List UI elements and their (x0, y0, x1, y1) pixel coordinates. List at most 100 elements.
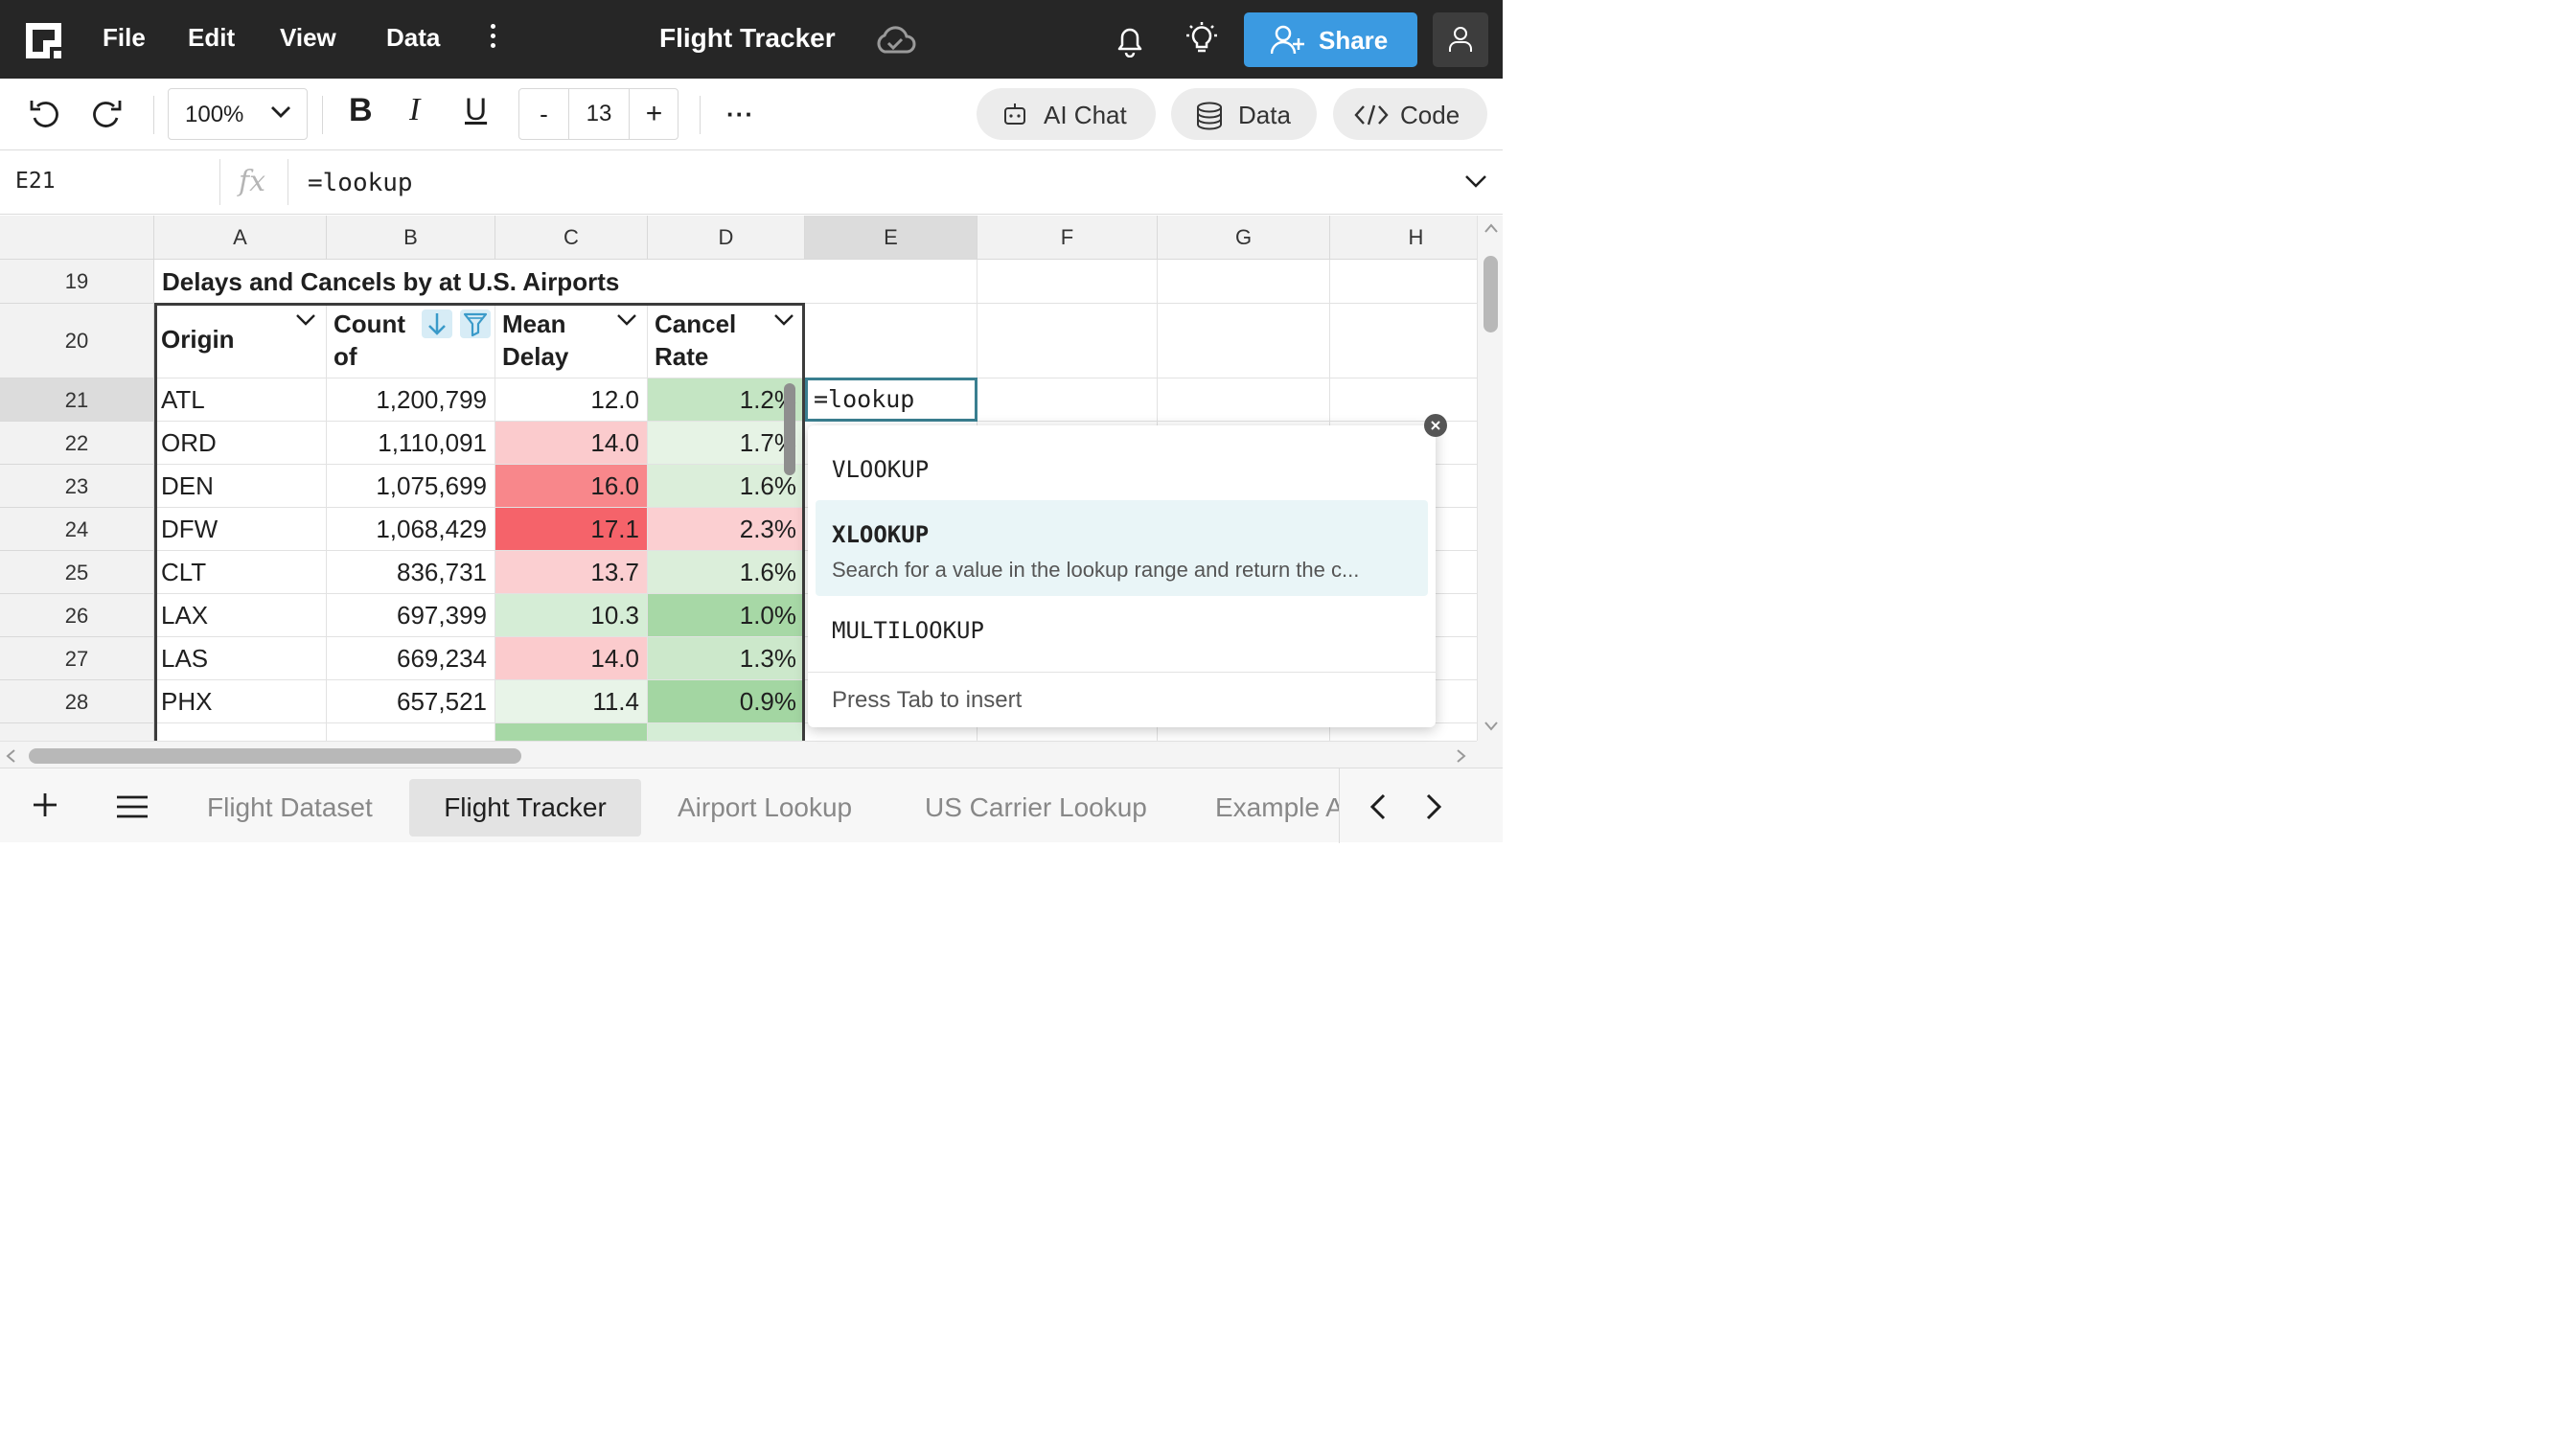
column-header-a[interactable]: A (154, 216, 327, 260)
row-header[interactable]: 26 (0, 594, 154, 637)
empty-cell[interactable] (1158, 304, 1330, 378)
cell-count[interactable]: 1,110,091 (327, 422, 495, 465)
table-scroll-thumb[interactable] (784, 383, 795, 475)
row-header[interactable]: 22 (0, 422, 154, 465)
increase-font-button[interactable]: + (645, 98, 663, 129)
row-header[interactable] (0, 723, 154, 741)
data-button[interactable]: Data (1171, 88, 1317, 140)
row-header[interactable]: 28 (0, 680, 154, 723)
cell-mean-delay[interactable]: 16.0 (495, 465, 648, 508)
cell-origin[interactable]: DFW (154, 508, 327, 551)
column-header-c[interactable]: C (495, 216, 648, 260)
sheet-tab-airport-lookup[interactable]: Airport Lookup (678, 792, 853, 822)
empty-cell[interactable] (1158, 723, 1330, 741)
italic-button[interactable]: I (409, 92, 421, 127)
active-cell-editor[interactable]: =lookup (805, 378, 978, 422)
scroll-down-arrow-icon[interactable] (1484, 722, 1498, 731)
cell-count[interactable]: 1,075,699 (327, 465, 495, 508)
empty-cell[interactable] (327, 723, 495, 741)
cell-origin[interactable]: DEN (154, 465, 327, 508)
empty-cell[interactable] (978, 378, 1158, 422)
redo-icon[interactable] (90, 99, 123, 129)
more-menu-icon[interactable] (485, 21, 500, 56)
cell-cancel-rate[interactable]: 2.3% (648, 508, 805, 551)
cell-cancel-rate[interactable]: 1.6% (648, 551, 805, 594)
column-header-f[interactable]: F (978, 216, 1158, 260)
scroll-up-arrow-icon[interactable] (1484, 223, 1498, 233)
row-header[interactable]: 24 (0, 508, 154, 551)
column-header-h[interactable]: H (1330, 216, 1503, 260)
cell-origin[interactable]: LAS (154, 637, 327, 680)
cell-origin[interactable]: ATL (154, 378, 327, 422)
menu-data[interactable]: Data (386, 23, 441, 52)
cell-origin[interactable]: LAX (154, 594, 327, 637)
vertical-scrollbar[interactable] (1477, 216, 1503, 741)
cell-count[interactable]: 1,200,799 (327, 378, 495, 422)
horizontal-scroll-thumb[interactable] (29, 748, 521, 764)
cell-origin[interactable]: ORD (154, 422, 327, 465)
select-all-corner[interactable] (0, 216, 154, 260)
cell-count[interactable]: 669,234 (327, 637, 495, 680)
suggestion-xlookup[interactable]: XLOOKUP Search for a value in the lookup… (816, 500, 1428, 596)
close-autocomplete-icon[interactable] (1424, 414, 1447, 437)
cell-count[interactable]: 836,731 (327, 551, 495, 594)
menu-edit[interactable]: Edit (188, 23, 236, 52)
empty-cell[interactable] (978, 260, 1158, 304)
horizontal-scrollbar[interactable] (0, 741, 1477, 768)
column-menu-chevron-icon[interactable] (773, 313, 794, 327)
undo-icon[interactable] (29, 99, 61, 129)
share-button[interactable]: Share (1244, 12, 1417, 67)
sheet-tab-example[interactable]: Example A (1215, 792, 1339, 822)
row-header[interactable]: 21 (0, 378, 154, 422)
scroll-left-arrow-icon[interactable] (6, 749, 15, 763)
chevron-left-icon[interactable] (1368, 793, 1388, 820)
cell-cancel-rate[interactable]: 1.6% (648, 465, 805, 508)
empty-cell[interactable] (805, 260, 978, 304)
font-size-value[interactable]: 13 (568, 89, 630, 139)
empty-cell[interactable] (648, 723, 805, 741)
column-header-b[interactable]: B (327, 216, 495, 260)
cell-cancel-rate[interactable]: 1.2% (648, 378, 805, 422)
column-header-g[interactable]: G (1158, 216, 1330, 260)
ai-chat-button[interactable]: AI Chat (977, 88, 1156, 140)
menu-file[interactable]: File (103, 23, 146, 52)
app-logo-icon[interactable] (26, 23, 61, 58)
header-count[interactable]: Count of (327, 304, 495, 378)
bell-icon[interactable] (1114, 23, 1146, 57)
chevron-right-icon[interactable] (1424, 793, 1443, 820)
sheet-tab-flight-dataset[interactable]: Flight Dataset (207, 792, 373, 822)
zoom-select[interactable]: 100% (168, 88, 308, 140)
column-menu-chevron-icon[interactable] (616, 313, 637, 327)
cell-cancel-rate[interactable]: 1.7% (648, 422, 805, 465)
cell-mean-delay[interactable]: 11.4 (495, 680, 648, 723)
column-header-e[interactable]: E (805, 216, 978, 260)
decrease-font-button[interactable]: - (540, 100, 548, 128)
empty-cell[interactable] (805, 723, 978, 741)
cell-mean-delay[interactable]: 10.3 (495, 594, 648, 637)
more-options-button[interactable]: ··· (726, 100, 754, 128)
header-cancel-rate[interactable]: Cancel Rate (648, 304, 805, 378)
suggestion-vlookup[interactable]: VLOOKUP (832, 456, 930, 483)
cell-count[interactable]: 657,521 (327, 680, 495, 723)
row-header[interactable]: 23 (0, 465, 154, 508)
document-title[interactable]: Flight Tracker (659, 23, 836, 53)
column-header-d[interactable]: D (648, 216, 805, 260)
cell-mean-delay[interactable]: 12.0 (495, 378, 648, 422)
row-header[interactable]: 19 (0, 260, 154, 304)
cell-count[interactable]: 697,399 (327, 594, 495, 637)
cell-origin[interactable]: PHX (154, 680, 327, 723)
cell-cancel-rate[interactable]: 1.3% (648, 637, 805, 680)
empty-cell[interactable] (978, 723, 1158, 741)
table-title[interactable]: Delays and Cancels by at U.S. Airports (162, 267, 620, 296)
header-origin[interactable]: Origin (154, 304, 327, 378)
menu-view[interactable]: View (280, 23, 336, 52)
cell-origin[interactable]: CLT (154, 551, 327, 594)
cell-mean-delay[interactable]: 14.0 (495, 422, 648, 465)
row-header[interactable]: 20 (0, 304, 154, 378)
cell-count[interactable]: 1,068,429 (327, 508, 495, 551)
account-button[interactable] (1433, 12, 1488, 67)
expand-formula-chevron-icon[interactable] (1464, 174, 1487, 188)
cell-cancel-rate[interactable]: 1.0% (648, 594, 805, 637)
cell-cancel-rate[interactable]: 0.9% (648, 680, 805, 723)
vertical-scroll-thumb[interactable] (1484, 256, 1498, 332)
